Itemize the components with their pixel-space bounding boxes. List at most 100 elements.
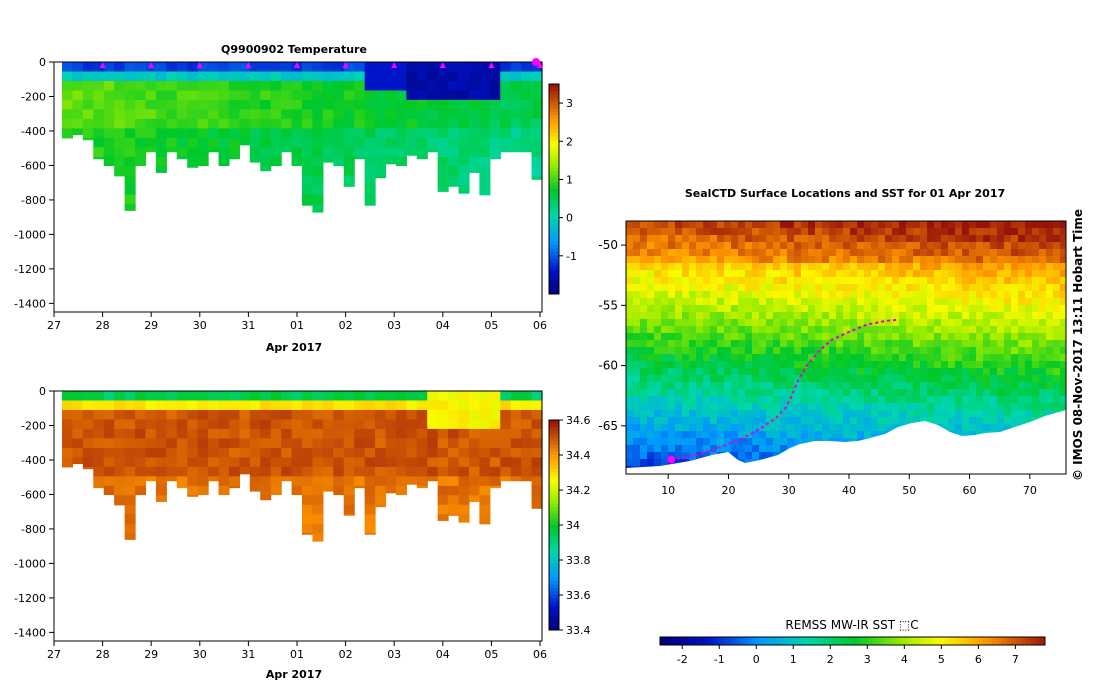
sst-cell xyxy=(794,242,802,250)
sst-cell xyxy=(668,249,676,257)
sst-cell xyxy=(640,221,648,229)
section-cell xyxy=(416,476,428,487)
section-cell xyxy=(291,409,303,421)
sst-cell xyxy=(1004,333,1012,341)
sst-cell xyxy=(955,249,963,257)
section-cell xyxy=(458,514,470,523)
sst-cell xyxy=(745,242,753,250)
colorbar-swatch xyxy=(549,476,559,480)
sst-cell xyxy=(710,277,718,285)
sst-cell xyxy=(717,347,725,355)
sst-cell xyxy=(948,319,956,327)
sst-cell xyxy=(969,389,977,397)
sst-cell xyxy=(640,284,648,292)
sst-cell xyxy=(850,256,858,264)
sst-cell xyxy=(724,375,732,383)
section-cell xyxy=(437,175,449,186)
section-cell xyxy=(187,428,199,440)
section-cell xyxy=(385,447,397,458)
colorbar-swatch xyxy=(549,539,559,543)
section-cell xyxy=(489,428,501,440)
sst-cell xyxy=(766,354,774,362)
sst-cell xyxy=(780,235,788,243)
section-cell xyxy=(249,156,261,163)
colorbar-swatch xyxy=(751,637,757,645)
sst-cell xyxy=(668,396,676,404)
section-cell xyxy=(468,99,480,111)
sst-cell xyxy=(843,319,851,327)
sst-cell xyxy=(829,249,837,257)
section-cell xyxy=(249,147,261,158)
sst-cell xyxy=(892,403,900,411)
sst-cell xyxy=(696,431,704,439)
section-cell xyxy=(343,438,355,449)
sst-cell xyxy=(633,361,641,369)
colorbar-swatch xyxy=(775,637,781,645)
section-cell xyxy=(114,128,126,139)
sst-cell xyxy=(822,249,830,257)
section-cell xyxy=(260,485,272,496)
sst-cell xyxy=(773,361,781,369)
sst-cell xyxy=(815,396,823,404)
sst-cell xyxy=(829,361,837,369)
map-x-tick-label: 10 xyxy=(661,484,675,497)
sst-cell xyxy=(906,396,914,404)
section-cell xyxy=(333,156,345,167)
section-cell xyxy=(437,447,449,458)
colorbar-swatch xyxy=(1025,637,1032,645)
section-cell xyxy=(406,62,418,73)
sst-cell xyxy=(724,298,732,306)
section-cell xyxy=(395,391,407,402)
sst-cell xyxy=(871,431,879,439)
colorbar-swatch xyxy=(549,581,559,585)
colorbar-swatch xyxy=(818,637,825,645)
sst-cell xyxy=(794,228,802,236)
section-cell xyxy=(145,71,157,82)
section-cell xyxy=(155,485,167,496)
section-cell xyxy=(166,118,178,129)
section-cell xyxy=(354,419,366,430)
sst-cell xyxy=(920,382,928,390)
sst-cell xyxy=(766,228,774,236)
x-tick-label: 01 xyxy=(290,648,304,661)
sst-cell xyxy=(1046,382,1054,390)
sst-cell xyxy=(773,403,781,411)
sst-cell xyxy=(654,326,662,334)
sst-cell xyxy=(794,340,802,348)
sst-cell xyxy=(899,270,907,278)
colorbar-swatch xyxy=(693,637,699,645)
section-cell xyxy=(448,428,460,440)
sst-cell xyxy=(1018,235,1026,243)
sst-cell xyxy=(731,326,739,334)
section-cell xyxy=(458,71,470,82)
sst-cell xyxy=(878,298,886,306)
sst-cell xyxy=(941,235,949,243)
sst-cell xyxy=(962,256,970,264)
colorbar-swatch xyxy=(549,241,559,246)
sst-cell xyxy=(752,389,760,397)
sst-cell xyxy=(703,256,711,264)
colorbar-swatch xyxy=(549,98,559,102)
x-tick-label: 29 xyxy=(144,648,158,661)
sst-cell xyxy=(885,410,893,418)
sst-cell xyxy=(752,438,760,446)
sst-cell xyxy=(654,235,662,243)
section-cell xyxy=(166,438,178,449)
sst-cell xyxy=(787,368,795,376)
section-cell xyxy=(521,147,533,153)
section-cell xyxy=(312,175,324,186)
sst-cell xyxy=(710,235,718,243)
sst-cell xyxy=(647,389,655,397)
sst-cell xyxy=(850,347,858,355)
sst-cell xyxy=(1004,382,1012,390)
section-cell xyxy=(62,457,74,468)
sst-cell xyxy=(654,298,662,306)
sst-cell xyxy=(948,249,956,257)
sst-cell xyxy=(1060,312,1066,320)
sst-cell xyxy=(990,368,998,376)
sst-cell xyxy=(696,242,704,250)
temperature-cells xyxy=(62,62,543,213)
sst-cell xyxy=(997,277,1005,285)
section-cell xyxy=(176,409,188,421)
section-cell xyxy=(489,99,501,111)
